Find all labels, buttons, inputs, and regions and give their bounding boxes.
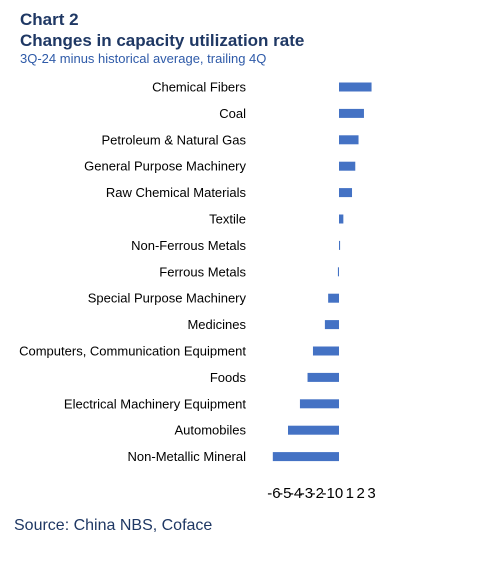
x-tick-label: 2 (357, 485, 365, 502)
bar (312, 346, 339, 356)
bar (288, 425, 339, 435)
x-tick-label: -4 (289, 485, 302, 502)
category-label: Non-Ferrous Metals (131, 238, 246, 253)
bar (299, 399, 339, 409)
x-tick-label: -3 (300, 485, 313, 502)
x-tick-label: -6 (267, 485, 280, 502)
x-tick-label: 3 (367, 485, 375, 502)
x-tick-label: -2 (311, 485, 324, 502)
category-label: Electrical Machinery Equipment (64, 396, 246, 411)
bar (339, 108, 364, 118)
bar (324, 320, 339, 330)
x-tick-label: 1 (346, 485, 354, 502)
category-label: Automobiles (174, 423, 246, 438)
bar (328, 293, 339, 303)
category-label: Coal (219, 106, 246, 121)
category-label: Medicines (187, 317, 246, 332)
category-label: Computers, Communication Equipment (19, 344, 246, 359)
category-label: Foods (210, 370, 247, 385)
category-label: Chemical Fibers (152, 80, 246, 95)
bar (339, 214, 344, 224)
bar (339, 135, 359, 145)
category-label: Petroleum & Natural Gas (101, 132, 246, 147)
category-label: Raw Chemical Materials (106, 185, 247, 200)
bar (272, 452, 339, 462)
x-tick-label: 0 (335, 485, 343, 502)
category-label: Ferrous Metals (159, 264, 246, 279)
chart-title: Changes in capacity utilization rate (20, 31, 305, 50)
chart-subtitle: 3Q-24 minus historical average, trailing… (20, 51, 267, 66)
bar (339, 188, 353, 198)
category-label: Textile (209, 212, 246, 227)
category-label: Special Purpose Machinery (88, 291, 247, 306)
x-tick-label: -5 (278, 485, 291, 502)
bar (337, 267, 339, 277)
bar (339, 240, 341, 250)
bar (339, 82, 372, 92)
source-note: Source: China NBS, Coface (14, 517, 213, 534)
chart-number: Chart 2 (20, 10, 79, 29)
category-label: Non-Metallic Mineral (128, 449, 247, 464)
bar (307, 372, 339, 382)
bar (339, 161, 356, 171)
x-tick-label: -1 (321, 485, 334, 502)
category-label: General Purpose Machinery (84, 159, 246, 174)
